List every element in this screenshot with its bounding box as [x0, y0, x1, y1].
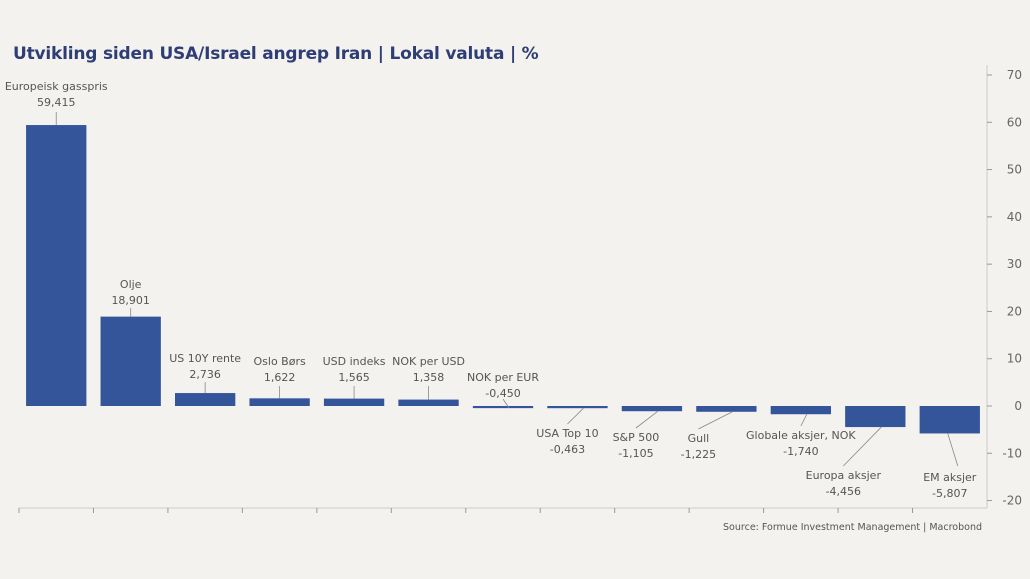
category-label: NOK per EUR — [467, 371, 539, 384]
category-label: Europeisk gasspris — [5, 80, 108, 93]
category-label: Europa aksjer — [806, 469, 882, 482]
category-label: US 10Y rente — [169, 352, 241, 365]
data-label: -1,740 — [783, 445, 818, 458]
leader-line — [843, 426, 882, 467]
bar-1 — [26, 125, 87, 406]
data-label: -0,463 — [550, 443, 585, 456]
data-label: 1,565 — [338, 371, 370, 384]
category-label: Gull — [688, 432, 710, 445]
chart-title: Utvikling siden USA/Israel angrep Iran |… — [13, 44, 539, 64]
category-label: USA Top 10 — [536, 427, 598, 440]
category-label: EM aksjer — [923, 471, 977, 484]
data-label: 59,415 — [37, 96, 76, 109]
y-tick-label: 0 — [1014, 399, 1022, 413]
bar-9 — [621, 406, 683, 412]
category-label: USD indeks — [323, 355, 386, 368]
bar-7 — [472, 406, 534, 409]
bar-2 — [100, 316, 161, 406]
y-tick-label: -20 — [1002, 494, 1022, 508]
data-label: 2,736 — [189, 368, 221, 381]
data-label: 18,901 — [111, 294, 150, 307]
category-label: NOK per USD — [392, 355, 465, 368]
y-tick-label: 50 — [1007, 163, 1022, 177]
bar-3 — [174, 393, 236, 406]
bar-5 — [323, 398, 385, 406]
y-tick-label: 20 — [1007, 304, 1022, 318]
y-tick-label: 30 — [1007, 257, 1022, 271]
data-label: 1,358 — [413, 371, 445, 384]
category-label: Globale aksjer, NOK — [746, 429, 856, 442]
y-tick-label: -10 — [1002, 446, 1022, 460]
bar-10 — [696, 406, 757, 412]
data-label: -1,225 — [681, 448, 716, 461]
category-label: S&P 500 — [613, 431, 660, 444]
bar-8 — [547, 406, 608, 409]
category-label: Oslo Børs — [254, 355, 306, 368]
category-label: Olje — [120, 278, 142, 291]
leader-line — [567, 407, 584, 425]
y-tick-label: 70 — [1007, 68, 1022, 82]
leader-line — [800, 414, 808, 427]
bar-13 — [919, 406, 980, 434]
data-label: -0,450 — [485, 387, 520, 400]
y-tick-label: 40 — [1007, 210, 1022, 224]
y-tick-label: 10 — [1007, 352, 1022, 366]
source-note: Source: Formue Investment Management | M… — [723, 522, 982, 533]
leader-line — [502, 398, 510, 409]
leader-line — [698, 411, 733, 430]
y-tick-label: 60 — [1007, 115, 1022, 129]
bar-6 — [398, 399, 459, 406]
leader-line — [635, 410, 659, 429]
data-label: -1,105 — [618, 447, 653, 460]
leader-line — [947, 433, 959, 467]
bar-12 — [845, 406, 906, 428]
bar-11 — [770, 406, 832, 415]
bar-4 — [249, 398, 310, 406]
data-label: 1,622 — [264, 371, 296, 384]
data-label: -4,456 — [826, 485, 861, 498]
data-label: -5,807 — [932, 487, 967, 500]
